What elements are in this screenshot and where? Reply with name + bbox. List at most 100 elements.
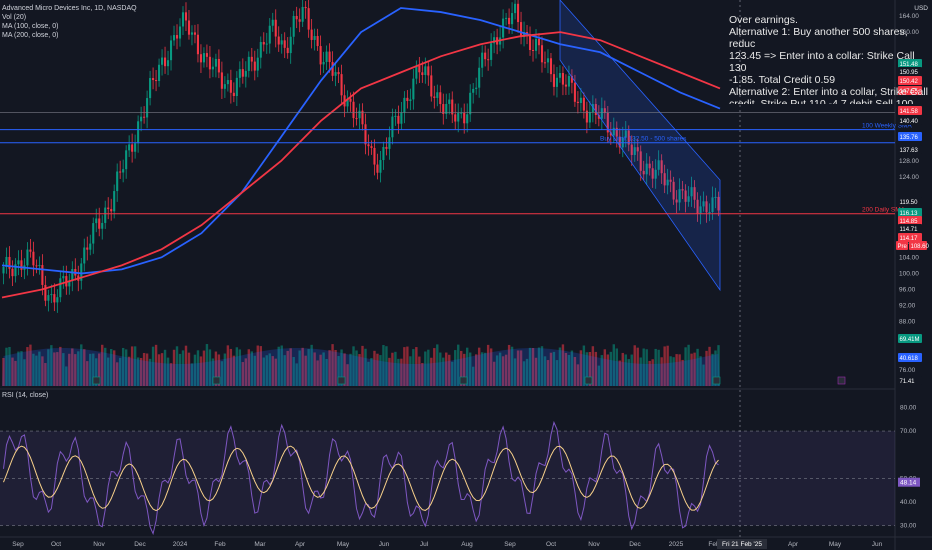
price-tag-label: 141.58	[900, 109, 919, 115]
volume-bar	[92, 353, 95, 386]
volume-bar	[142, 352, 146, 386]
candle-body	[642, 170, 645, 175]
candle-body	[612, 127, 615, 136]
price-tick-label: 104.00	[899, 254, 919, 261]
candle-body	[137, 121, 140, 144]
candle-body	[687, 196, 690, 202]
price-tag-label: 119.50	[900, 200, 919, 206]
volume-bars	[2, 344, 720, 386]
candle-body	[280, 40, 283, 45]
volume-bar	[555, 360, 559, 386]
volume-bar	[639, 357, 642, 386]
price-tag-label: 150.95	[900, 70, 919, 76]
volume-bar	[600, 355, 604, 386]
volume-bar	[11, 357, 14, 386]
volume-bar	[711, 353, 714, 386]
volume-bar	[567, 355, 571, 386]
candle-body	[316, 36, 319, 47]
volume-bar	[250, 351, 254, 386]
volume-bar	[492, 361, 496, 386]
candle-body	[367, 144, 370, 147]
candle-body	[169, 40, 173, 61]
time-tick-label: Oct	[546, 541, 556, 548]
volume-bar	[630, 354, 633, 386]
volume-bar	[259, 346, 262, 386]
candle-body	[558, 73, 561, 78]
time-tick-label: Nov	[93, 541, 105, 548]
volume-bar	[98, 353, 101, 386]
volume-bar	[531, 347, 535, 386]
candle-body	[442, 104, 445, 114]
candle-body	[487, 59, 490, 61]
candle-body	[624, 130, 627, 138]
candle-body	[439, 92, 442, 105]
volume-bar	[379, 355, 382, 386]
candle-body	[427, 66, 430, 76]
volume-bar	[424, 351, 427, 386]
candle-body	[5, 256, 8, 267]
volume-ma-area	[2, 348, 720, 386]
volume-bar	[501, 356, 505, 386]
candle-body	[229, 80, 232, 93]
volume-bar	[513, 358, 517, 386]
candle-body	[430, 75, 433, 97]
volume-bar	[684, 347, 687, 386]
volume-bar	[415, 347, 418, 386]
time-tick-label: Jul	[420, 541, 429, 548]
volume-bar	[391, 352, 394, 386]
candle-body	[214, 58, 217, 67]
volume-bar	[175, 346, 179, 386]
price-tag-label: 137.63	[900, 148, 919, 154]
rsi-tick-label: 80.00	[900, 404, 917, 411]
earnings-marker	[584, 376, 593, 385]
candle-body	[370, 146, 373, 148]
candle-body	[17, 260, 20, 265]
candle-body	[187, 20, 191, 35]
volume-bar	[519, 350, 523, 386]
volume-bar	[184, 345, 188, 386]
volume-bar	[274, 358, 277, 386]
candle-body	[603, 108, 606, 113]
candle-body	[693, 187, 696, 200]
candle-body	[259, 42, 262, 58]
rsi-tick-label: 30.00	[900, 523, 917, 530]
volume-bar	[669, 356, 672, 386]
candle-body	[313, 36, 316, 40]
volume-bar	[292, 357, 295, 386]
volume-bar	[636, 347, 639, 386]
candle-body	[651, 168, 654, 179]
candle-body	[62, 276, 65, 279]
volume-bar	[507, 344, 511, 386]
volume-bar	[169, 363, 173, 386]
volume-bar	[430, 357, 433, 386]
candle-body	[597, 115, 600, 119]
volume-bar	[672, 357, 675, 386]
price-tag	[898, 116, 922, 125]
volume-bar	[181, 350, 185, 386]
candle-body	[175, 35, 179, 39]
volume-bar	[172, 349, 176, 386]
volume-bar	[552, 351, 556, 386]
volume-bar	[295, 363, 298, 386]
candle-body	[205, 53, 208, 57]
candle-body	[232, 92, 235, 97]
candle-body	[244, 70, 247, 77]
candle-body	[433, 96, 436, 98]
candle-body	[59, 278, 62, 298]
volume-bar	[418, 356, 421, 386]
candle-body	[445, 103, 448, 114]
volume-bar	[271, 356, 274, 386]
candle-body	[717, 196, 720, 211]
volume-bar	[693, 352, 696, 386]
moving-averages	[1, 7, 721, 299]
volume-bar	[361, 345, 364, 386]
candle-body	[346, 98, 349, 107]
volume-bar	[708, 346, 711, 386]
volume-bar	[624, 354, 627, 386]
volume-bar	[516, 350, 520, 386]
candle-body	[457, 112, 460, 122]
price-tag-label: Pre	[898, 244, 908, 250]
candle-body	[220, 72, 223, 89]
candle-body	[50, 294, 53, 296]
